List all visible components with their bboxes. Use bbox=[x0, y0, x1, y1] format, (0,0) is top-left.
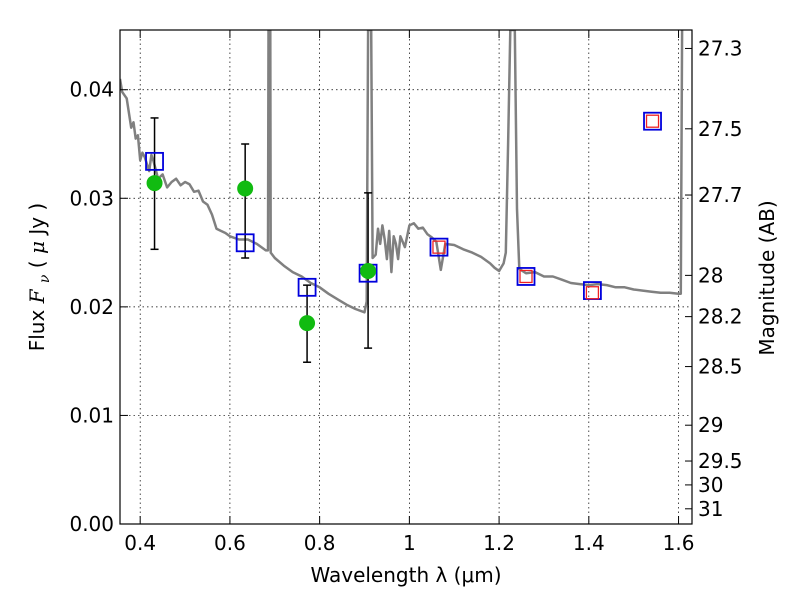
x-tick-label: 0.4 bbox=[124, 531, 156, 555]
x-tick-label: 1.2 bbox=[483, 531, 515, 555]
observed-flux-point bbox=[237, 180, 254, 197]
magnitude-tick-label: 29 bbox=[698, 413, 723, 437]
y-label-subscript: ν bbox=[37, 274, 53, 283]
observed-flux-point bbox=[360, 263, 377, 280]
magnitude-tick-label: 27.3 bbox=[698, 36, 743, 60]
nir-flux-marker bbox=[432, 240, 446, 254]
magnitude-tick-label: 30 bbox=[698, 473, 723, 497]
y-label-unit-end: Jy ) bbox=[25, 203, 49, 237]
magnitude-tick-label: 28.2 bbox=[698, 305, 743, 329]
magnitude-tick-label: 29.5 bbox=[698, 449, 743, 473]
spectrum-layer bbox=[120, 30, 684, 314]
x-axis-label: Wavelength λ (μm) bbox=[310, 563, 501, 587]
nir-flux-marker bbox=[645, 114, 660, 128]
right-axis-label: Magnitude (AB) bbox=[755, 200, 779, 355]
y-label-symbol: F bbox=[25, 288, 49, 304]
magnitude-tick-label: 28 bbox=[698, 263, 723, 287]
y-tick-label: 0.00 bbox=[69, 512, 114, 536]
nir-flux-marker bbox=[519, 269, 533, 284]
magnitude-tick-label: 31 bbox=[698, 497, 723, 521]
model-photometry-marker bbox=[297, 277, 317, 297]
marker-layer bbox=[145, 111, 662, 332]
magnitude-tick-label: 27.7 bbox=[698, 183, 743, 207]
model-photometry-marker bbox=[235, 233, 255, 253]
magnitude-tick-label: 28.5 bbox=[698, 355, 743, 379]
x-tick-label: 1 bbox=[403, 531, 416, 555]
y-axis-label: Flux F ν ( μ Jy ) bbox=[25, 203, 54, 352]
x-tick-label: 0.6 bbox=[214, 531, 246, 555]
magnitude-tick-label: 27.5 bbox=[698, 117, 743, 141]
y-tick-label: 0.04 bbox=[69, 78, 114, 102]
y-label-mu: μ bbox=[25, 241, 49, 254]
plot-frame bbox=[119, 29, 693, 525]
observed-flux-point bbox=[146, 175, 163, 192]
y-tick-label: 0.03 bbox=[69, 186, 114, 210]
errorbar-layer bbox=[150, 117, 373, 363]
model-photometry-marker bbox=[429, 237, 449, 257]
x-tick-label: 1.6 bbox=[663, 531, 695, 555]
model-photometry-marker bbox=[516, 267, 536, 286]
y-label-unit: ( bbox=[25, 254, 49, 268]
observed-flux-point bbox=[299, 315, 316, 332]
x-tick-label: 1.4 bbox=[573, 531, 605, 555]
y-label-prefix: Flux bbox=[25, 303, 49, 351]
model-photometry-marker bbox=[145, 151, 164, 171]
model-spectrum-line bbox=[120, 30, 684, 314]
grid-lines bbox=[120, 30, 692, 525]
nir-flux-marker bbox=[585, 286, 600, 300]
y-axis-ticks: 0.00 0.01 0.02 0.03 0.04 bbox=[69, 78, 128, 536]
y-tick-label: 0.02 bbox=[69, 295, 114, 319]
model-photometry-marker bbox=[643, 111, 662, 131]
x-tick-label: 0.8 bbox=[304, 531, 336, 555]
x-axis-ticks: 0.4 0.6 0.8 1 1.2 1.4 1.6 bbox=[124, 30, 694, 555]
y-tick-label: 0.01 bbox=[69, 403, 114, 427]
